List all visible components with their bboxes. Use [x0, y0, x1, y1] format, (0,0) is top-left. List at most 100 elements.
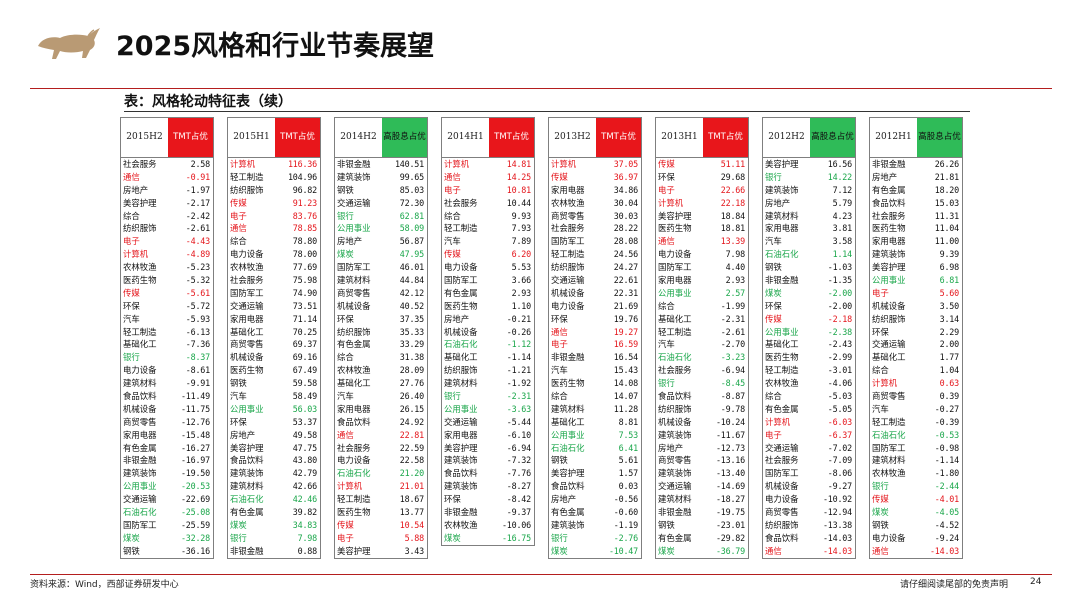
industry-name: 汽车 [337, 391, 354, 402]
table-row: 电力设备 78.00 [228, 248, 320, 261]
table-row: 传媒 36.97 [549, 171, 641, 184]
industry-name: 医药生物 [123, 275, 157, 286]
industry-name: 基础化工 [123, 339, 157, 350]
table-row: 轻工制造 -3.01 [763, 364, 855, 377]
table-row: 房地产 5.79 [763, 197, 855, 210]
industry-name: 环保 [444, 494, 461, 505]
table-row: 纺织服饰 96.82 [228, 184, 320, 197]
table-row: 钢铁 5.61 [549, 454, 641, 467]
return-value: 59.58 [292, 378, 317, 389]
return-value: 22.81 [399, 429, 424, 440]
return-value: 28.08 [613, 236, 638, 247]
table-row: 基础化工 -1.14 [442, 351, 534, 364]
return-value: 7.98 [725, 249, 746, 260]
return-value: 37.35 [399, 313, 424, 324]
table-row: 钢铁 -4.52 [870, 519, 962, 532]
return-value: -20.53 [180, 481, 210, 492]
industry-name: 建筑材料 [658, 494, 692, 505]
return-value: 16.54 [613, 352, 638, 363]
table-row: 商贸零售 42.12 [335, 287, 427, 300]
industry-name: 农林牧渔 [872, 468, 906, 479]
industry-name: 汽车 [765, 236, 782, 247]
industry-name: 公用事业 [872, 275, 906, 286]
return-value: 11.04 [934, 223, 959, 234]
industry-name: 公用事业 [337, 223, 371, 234]
return-value: -5.93 [185, 313, 210, 324]
table-row: 国防军工 -0.98 [870, 442, 962, 455]
period-label: 2014H1 [447, 132, 484, 143]
return-value: 53.37 [292, 416, 317, 427]
return-value: 78.00 [292, 249, 317, 260]
industry-name: 银行 [872, 481, 889, 492]
table-row: 纺织服饰 3.14 [870, 313, 962, 326]
industry-name: 综合 [658, 300, 675, 311]
period-table: 2012H1 高股息占优 非银金融 26.26 房地产 21.81 有色金属 18.20 食品饮… [869, 117, 963, 559]
table-row: 商贸零售 -12.94 [763, 506, 855, 519]
table-row: 公用事业 -20.53 [121, 480, 213, 493]
table-row: 交通运输 -7.02 [763, 442, 855, 455]
return-value: 21.20 [399, 468, 424, 479]
table-row: 机械设备 -11.75 [121, 403, 213, 416]
industry-name: 银行 [658, 378, 675, 389]
return-value: 78.80 [292, 236, 317, 247]
table-row: 国防军工 74.90 [228, 287, 320, 300]
return-value: 11.31 [934, 210, 959, 221]
style-badge: TMT占优 [275, 118, 320, 157]
return-value: -1.14 [506, 352, 531, 363]
industry-name: 基础化工 [337, 378, 371, 389]
industry-name: 建筑材料 [337, 275, 371, 286]
period-label: 2013H1 [661, 132, 698, 143]
industry-name: 传媒 [658, 159, 675, 169]
industry-name: 基础化工 [872, 352, 906, 363]
table-row: 有色金属 -16.27 [121, 442, 213, 455]
table-row: 基础化工 8.81 [549, 416, 641, 429]
table-row: 纺织服饰 -13.38 [763, 519, 855, 532]
industry-name: 公用事业 [123, 481, 157, 492]
return-value: -8.06 [827, 468, 852, 479]
return-value: 2.93 [511, 287, 532, 298]
return-value: -22.69 [180, 494, 210, 505]
industry-name: 汽车 [123, 313, 140, 324]
industry-name: 医药生物 [337, 507, 371, 518]
return-value: -0.26 [506, 326, 531, 337]
return-value: -10.47 [608, 545, 638, 556]
industry-name: 建筑装饰 [658, 429, 692, 440]
return-value: 42.12 [399, 287, 424, 298]
return-value: -4.52 [934, 519, 959, 530]
industry-name: 轻工制造 [123, 326, 157, 337]
industry-name: 电子 [872, 287, 889, 298]
table-row: 家用电器 34.86 [549, 184, 641, 197]
industry-name: 商贸零售 [658, 455, 692, 466]
return-value: -14.03 [822, 545, 852, 556]
return-value: 116.36 [287, 159, 317, 169]
return-value: -7.02 [827, 442, 852, 453]
industry-name: 传媒 [444, 249, 461, 260]
table-row: 非银金融 0.88 [228, 545, 320, 558]
return-value: -2.31 [506, 391, 531, 402]
table-row: 建筑装饰 -11.67 [656, 429, 748, 442]
table-row: 美容护理 -2.17 [121, 197, 213, 210]
industry-name: 电力设备 [872, 532, 906, 543]
return-value: 2.93 [725, 275, 746, 286]
industry-name: 电子 [123, 236, 140, 247]
table-row: 家用电器 2.93 [656, 274, 748, 287]
return-value: 42.79 [292, 468, 317, 479]
return-value: -0.53 [934, 429, 959, 440]
table-row: 医药生物 18.81 [656, 222, 748, 235]
return-value: 28.09 [399, 365, 424, 376]
return-value: 11.28 [613, 403, 638, 414]
industry-name: 食品饮料 [230, 455, 264, 466]
return-value: -8.61 [185, 365, 210, 376]
industry-name: 建筑材料 [872, 455, 906, 466]
table-row: 建筑材料 4.23 [763, 210, 855, 223]
table-row: 环保 29.68 [656, 171, 748, 184]
table-row: 非银金融 26.26 [870, 158, 962, 171]
return-value: -5.03 [827, 391, 852, 402]
industry-name: 农林牧渔 [123, 262, 157, 273]
return-value: -1.03 [827, 262, 852, 273]
industry-name: 钢铁 [123, 545, 140, 556]
return-value: 1.04 [939, 365, 960, 376]
industry-name: 商贸零售 [337, 287, 371, 298]
table-row: 传媒 -5.61 [121, 287, 213, 300]
table-row: 家用电器 -15.48 [121, 429, 213, 442]
